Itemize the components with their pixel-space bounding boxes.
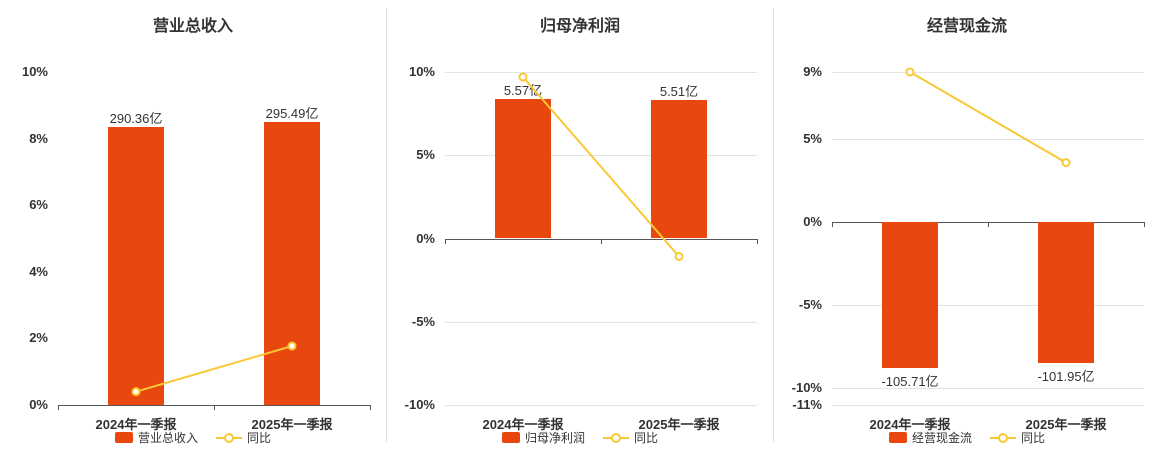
x-axis-label: 2024年一季报: [482, 417, 564, 432]
legend-label: 营业总收入: [137, 431, 198, 445]
line-marker-circle: [224, 432, 234, 443]
y-axis-tick-label: 0%: [29, 397, 48, 412]
legend-item-yoy-line[interactable]: 同比: [216, 429, 271, 446]
axis-tick: [832, 221, 833, 227]
chart-title: 营业总收入: [152, 18, 233, 35]
chart-title: 归母净利润: [539, 18, 620, 35]
bar: [1038, 221, 1094, 364]
x-axis-label: 2025年一季报: [1025, 417, 1107, 432]
axis-tick: [988, 221, 989, 227]
legend-item-bar-series[interactable]: 经营现金流: [888, 429, 972, 446]
y-axis-tick-label: 5%: [803, 130, 822, 146]
line-marker-circle: [611, 432, 621, 443]
legend-label: 同比: [1021, 431, 1046, 445]
bar-value-label: -105.71亿: [881, 374, 939, 390]
y-axis-tick-label: -10%: [404, 397, 435, 412]
y-axis-tick-label: 9%: [803, 64, 822, 79]
y-axis-tick-label: 6%: [29, 197, 48, 213]
x-axis-label: 2025年一季报: [638, 417, 720, 432]
gridline: [445, 72, 757, 73]
yoy-line-chart: [131, 341, 297, 397]
legend-label: 同比: [634, 431, 659, 445]
bar-value-label: 5.57亿: [503, 82, 543, 98]
chart-legend: 归母净利润 同比: [387, 429, 773, 446]
legend-item-bar-series[interactable]: 营业总收入: [114, 429, 198, 446]
y-axis-tick-label: -10%: [791, 380, 822, 396]
y-axis-tick-label: 2%: [29, 330, 48, 346]
bar: [495, 98, 551, 239]
bar-series-swatch-icon: [114, 432, 133, 443]
x-axis-label: 2024年一季报: [95, 417, 177, 432]
bar: [108, 126, 164, 405]
bar-series-swatch-icon: [888, 432, 907, 443]
yoy-line-path: [909, 71, 1067, 164]
bar: [651, 100, 707, 239]
line-series-marker-icon: [216, 432, 242, 443]
y-axis-tick-label: 0%: [803, 213, 822, 229]
panel-divider: [773, 8, 774, 442]
y-axis-tick-label: -5%: [798, 297, 822, 313]
x-axis-label: 2025年一季报: [251, 417, 333, 432]
gridline: [832, 388, 1144, 390]
panel-divider: [386, 8, 387, 442]
x-axis-label: 2024年一季报: [869, 417, 951, 432]
bar-value-label: -101.95亿: [1037, 369, 1095, 385]
line-series-marker-icon: [990, 432, 1016, 443]
gridline: [832, 72, 1144, 73]
bar-series-swatch-icon: [501, 432, 520, 443]
legend-label: 归母净利润: [524, 431, 585, 445]
y-axis-tick-label: -5%: [411, 313, 435, 329]
bar-value-label: 5.51亿: [659, 84, 699, 100]
axis-tick: [601, 238, 602, 244]
yoy-data-point: [674, 251, 684, 261]
axis-tick: [370, 405, 371, 410]
axis-tick: [757, 238, 758, 244]
chart-title: 经营现金流: [926, 18, 1007, 35]
y-axis-tick-label: 10%: [21, 64, 48, 79]
legend-item-yoy-line[interactable]: 同比: [603, 429, 658, 446]
axis-tick: [214, 405, 215, 410]
bar: [264, 121, 320, 405]
y-axis-tick-label: 10%: [408, 64, 435, 79]
yoy-data-point: [1061, 158, 1071, 168]
y-axis-tick-label: 0%: [416, 230, 435, 246]
gridline: [445, 155, 757, 157]
bar: [882, 221, 938, 369]
gridline: [445, 321, 757, 323]
chart-panel-operating-cash-flow: 经营现金流 经营现金流 同比 9% 5% 0% -5% -10% -11% -105.71亿…: [774, 0, 1160, 450]
axis-tick: [1144, 221, 1145, 227]
line-series-marker-icon: [603, 432, 629, 443]
y-axis-tick-label: 8%: [29, 130, 48, 146]
gridline: [832, 405, 1144, 406]
legend-label: 经营现金流: [911, 431, 972, 445]
axis-tick: [445, 238, 446, 244]
yoy-line-chart: [518, 72, 684, 261]
gridline: [445, 405, 757, 406]
y-axis-tick-label: 5%: [416, 147, 435, 163]
chart-panel-net-profit: 归母净利润 归母净利润 同比 10% 5% 0% -5% -10% 5.57亿 5.51亿 2…: [387, 0, 773, 450]
chart-panel-operating-revenue: 营业总收入 营业总收入 同比 10% 8% 6% 4% 2% 0% 290.36亿 295.4…: [0, 0, 386, 450]
gridline: [832, 138, 1144, 140]
chart-legend: 营业总收入 同比: [0, 429, 386, 446]
chart-legend: 经营现金流 同比: [774, 429, 1160, 446]
axis-tick: [58, 405, 59, 410]
legend-label: 同比: [247, 431, 272, 445]
y-axis-tick-label: -11%: [792, 397, 822, 412]
bar-value-label: 290.36亿: [109, 110, 163, 126]
gridline: [832, 305, 1144, 307]
legend-item-yoy-line[interactable]: 同比: [990, 429, 1045, 446]
legend-item-bar-series[interactable]: 归母净利润: [501, 429, 585, 446]
y-axis-tick-label: 4%: [29, 263, 48, 279]
bar-value-label: 295.49亿: [265, 105, 319, 121]
line-marker-circle: [998, 432, 1008, 443]
